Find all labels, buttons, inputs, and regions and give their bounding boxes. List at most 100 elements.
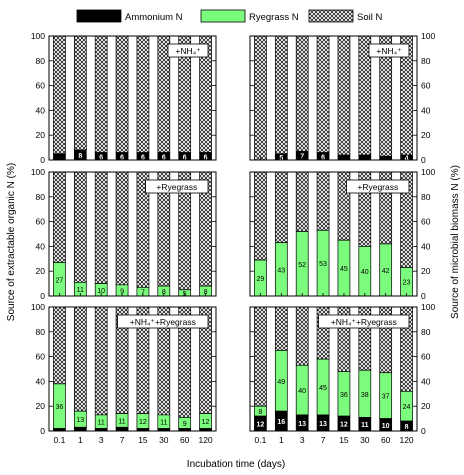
bar-soil <box>53 35 66 155</box>
ytick-label: 100 <box>31 31 45 41</box>
bar-soil <box>316 171 330 231</box>
x-axis-title: Incubation time (days) <box>187 459 285 470</box>
xtick-label: 15 <box>138 435 148 445</box>
treatment-label-box <box>145 179 209 194</box>
label-ammonium: 8 <box>405 424 409 431</box>
xtick-label: 0.1 <box>54 435 66 445</box>
bar-soil <box>94 171 108 284</box>
ytick-label: 0 <box>421 155 426 165</box>
treatment-label-box <box>167 43 209 58</box>
ytick-label: 0 <box>40 155 45 165</box>
panel-frame <box>48 306 217 432</box>
panel-frame <box>249 35 418 161</box>
label-ryegrass: 24 <box>403 404 411 411</box>
bar-soil <box>94 306 108 416</box>
legend-swatch-ryegrass <box>200 9 246 23</box>
ytick-label: 40 <box>421 376 431 386</box>
bar-soil <box>295 306 309 366</box>
panel-4: 29 43 52 53 45 40 42 23 0 20 40 60 80 100 +Ryegrass <box>249 167 435 301</box>
treatment-label: +Ryegrass <box>156 182 197 192</box>
ytick-label: 0 <box>421 426 426 436</box>
label-ryegrass: 37 <box>382 394 390 401</box>
panel-frame <box>249 306 418 432</box>
label-ryegrass: 9 <box>183 421 187 428</box>
ytick-label: 100 <box>31 167 45 177</box>
legend-label-ammonium: Ammonium N <box>125 12 183 23</box>
label-ammonium: 12 <box>340 422 348 429</box>
xtick-label: 30 <box>360 435 370 445</box>
bar-soil <box>53 306 66 385</box>
label-ryegrass: 52 <box>298 262 306 269</box>
ytick-label: 100 <box>421 302 435 312</box>
label-ryegrass: 49 <box>277 379 285 386</box>
ytick-label: 60 <box>36 217 46 227</box>
label-ryegrass: 40 <box>298 388 306 395</box>
panel-frame <box>249 171 418 297</box>
ytick-label: 100 <box>421 31 435 41</box>
treatment-label: +NH₄⁺+Ryegrass <box>130 317 196 327</box>
xtick-label: 120 <box>399 435 413 445</box>
label-ryegrass: 8 <box>204 289 208 296</box>
treatment-label-box <box>318 314 410 329</box>
label-ryegrass: 8 <box>162 289 166 296</box>
ytick-label: 40 <box>36 376 46 386</box>
ytick-label: 0 <box>421 291 426 301</box>
panel-frame <box>48 35 217 161</box>
xtick-label: 7 <box>321 435 326 445</box>
xtick-label: 3 <box>300 435 305 445</box>
xtick-label: 15 <box>339 435 349 445</box>
bar-soil <box>274 171 288 244</box>
label-ryegrass: 12 <box>202 419 210 426</box>
label-ryegrass: 38 <box>361 392 369 399</box>
xtick-label: 1 <box>279 435 284 445</box>
ytick-label: 80 <box>36 327 46 337</box>
ytick-label: 20 <box>36 266 46 276</box>
treatment-label: +NH₄⁺+Ryegrass <box>331 317 397 327</box>
bar-soil <box>115 171 129 286</box>
y-axis-title-left: Source of extractable organic N (%) <box>6 163 17 321</box>
label-ammonium: 13 <box>298 421 306 428</box>
ytick-label: 60 <box>36 81 46 91</box>
legend-swatch-ammonium <box>76 9 122 23</box>
label-ryegrass: 45 <box>319 385 327 392</box>
bar-soil <box>254 35 267 161</box>
bar-soil <box>136 35 150 153</box>
label-ryegrass: 29 <box>257 276 265 283</box>
label-ryegrass: 10 <box>97 288 105 295</box>
label-ammonium: 8 <box>78 153 82 160</box>
bar-soil <box>274 306 288 351</box>
label-ryegrass: 12 <box>139 419 147 426</box>
xtick-label: 3 <box>99 435 104 445</box>
ytick-label: 60 <box>421 217 431 227</box>
label-ryegrass: 40 <box>361 269 369 276</box>
ytick-label: 40 <box>36 105 46 115</box>
bar-soil <box>94 35 108 153</box>
treatment-label: +Ryegrass <box>357 182 398 192</box>
bar-soil <box>53 171 66 263</box>
label-ryegrass: 42 <box>382 268 390 275</box>
panel-frame <box>48 171 217 297</box>
xtick-label: 30 <box>159 435 169 445</box>
xtick-label: 7 <box>120 435 125 445</box>
label-ammonium: 16 <box>277 419 285 426</box>
chart-panels: 8666666020406080100+NH₄⁺5764020406080100… <box>31 31 436 445</box>
label-ammonium: 10 <box>382 423 390 430</box>
label-ryegrass: 43 <box>277 267 285 274</box>
label-ryegrass: 11 <box>77 287 84 294</box>
ytick-label: 80 <box>421 192 431 202</box>
bar-soil <box>73 306 87 412</box>
bar-soil <box>73 171 87 283</box>
label-ryegrass: 9 <box>120 288 124 295</box>
label-ryegrass: 11 <box>98 420 105 427</box>
panel-2: 5764020406080100+NH₄⁺ <box>249 31 435 165</box>
label-ryegrass: 36 <box>56 404 64 411</box>
legend-swatch-soil <box>308 9 354 23</box>
label-ryegrass: 8 <box>258 409 262 416</box>
ytick-label: 20 <box>421 130 431 140</box>
ytick-label: 80 <box>36 56 46 66</box>
ytick-label: 100 <box>31 302 45 312</box>
legend: Ammonium N Ryegrass N Soil N <box>76 9 382 23</box>
treatment-label-box <box>368 43 410 58</box>
xtick-label: 60 <box>381 435 391 445</box>
